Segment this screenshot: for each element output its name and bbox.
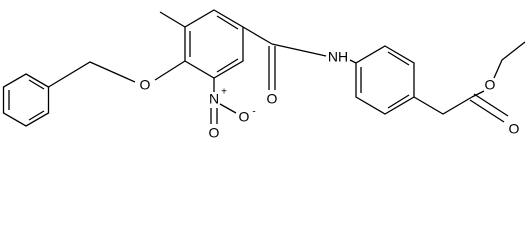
bond <box>349 59 357 64</box>
bond <box>154 60 186 81</box>
atom-label: NH <box>328 49 348 65</box>
atom-label: O <box>209 125 220 141</box>
double-bond <box>469 99 505 123</box>
bond <box>271 43 327 57</box>
atom-label: O <box>485 77 496 93</box>
atom-labels: O N + O - O O NH O O <box>140 49 520 141</box>
double-bond <box>28 79 45 90</box>
ethyl-bond <box>493 41 526 79</box>
charge-label: - <box>252 107 255 118</box>
benzene-ring <box>2 73 50 127</box>
atom-label: O <box>239 109 250 125</box>
atom-label: N <box>209 91 219 107</box>
benzene-ring <box>184 9 244 79</box>
benzene-ring <box>355 45 415 115</box>
bonds <box>2 9 526 127</box>
bond <box>413 96 473 115</box>
bond <box>48 61 136 88</box>
atom-label: O <box>140 77 151 93</box>
double-bond <box>216 15 239 30</box>
methyl-bond <box>159 11 186 28</box>
page: O N + O - O O NH O O (() => { const data… <box>2 9 526 141</box>
atom-label: O <box>509 121 520 137</box>
double-bond <box>387 94 410 109</box>
bond <box>242 26 273 45</box>
charge-label: + <box>221 87 227 98</box>
atom-label: O <box>267 91 278 107</box>
double-bond <box>473 93 509 117</box>
double-bond <box>28 110 45 121</box>
bond <box>471 90 485 98</box>
bond <box>219 103 237 114</box>
double-bond <box>216 58 239 73</box>
molecule-structure: O N + O - O O NH O O <box>2 9 526 141</box>
double-bond <box>387 51 410 66</box>
